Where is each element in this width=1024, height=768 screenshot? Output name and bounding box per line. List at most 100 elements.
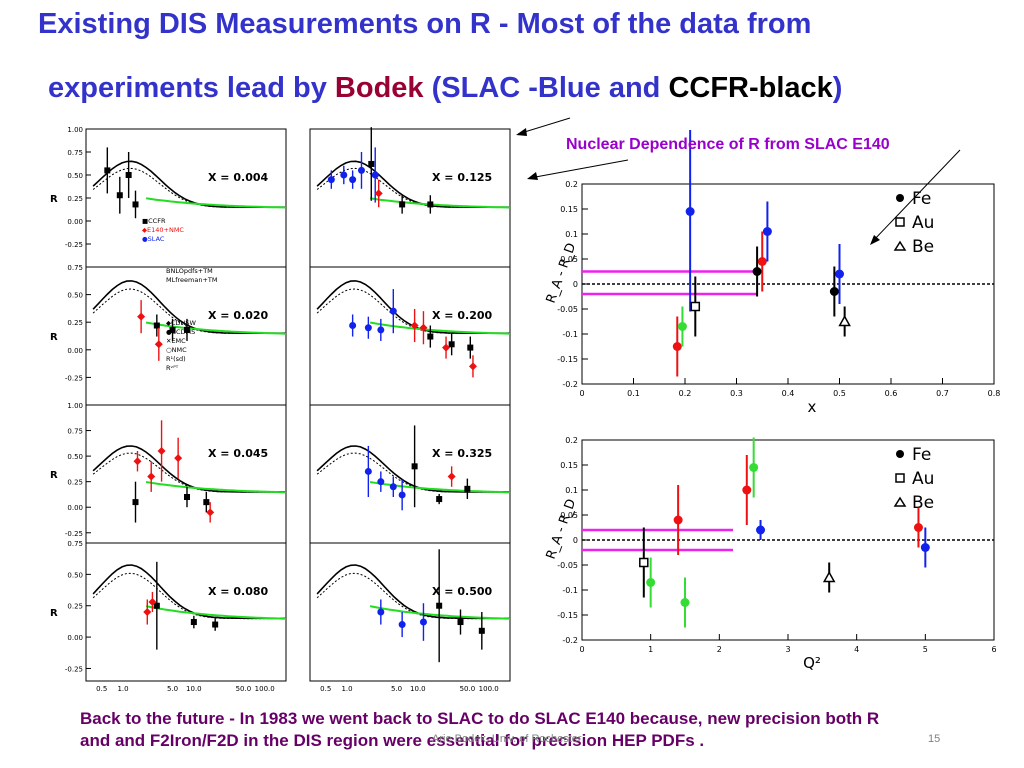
panel-x-value-label: X = 0.080 [208, 585, 268, 598]
r-panel-7: X = 0.325 [309, 404, 511, 544]
data-point-be [822, 570, 836, 583]
y-tick-label: -0.05 [557, 561, 578, 570]
y-tick-label: 0 [573, 536, 578, 545]
arrow-head-3 [870, 235, 880, 245]
x-tick-label: 100.0 [479, 685, 499, 693]
panel-x-value-label: X = 0.500 [432, 585, 492, 598]
x-tick-label: 2 [717, 645, 722, 654]
legend-entry: Rᵛᴾᵀ [166, 364, 179, 372]
data-point-ccfr [478, 627, 485, 634]
data-point-fe [829, 287, 839, 296]
x-tick-label: 0 [579, 645, 584, 654]
data-point-slac [419, 618, 427, 626]
r-panel-5: X = 0.125 [309, 127, 511, 268]
legend-entry: ◆E140+NMC [142, 226, 184, 234]
y-tick-label: 0.15 [560, 205, 578, 214]
title-ccfr: CCFR-black [668, 72, 833, 104]
y-tick-label: 0.2 [565, 180, 578, 189]
data-point-ccfr [436, 602, 443, 609]
y-tick-label: -0.25 [65, 374, 83, 382]
legend-marker-au [895, 217, 905, 227]
y-tick-label: 1.00 [67, 402, 83, 410]
data-point-fe [752, 267, 762, 276]
x-tick-label: 100.0 [255, 685, 275, 693]
author-footer: Arie Bodek, Univ. of Rochester [432, 733, 582, 745]
panel-frame [309, 542, 511, 682]
y-tick-label: 0.05 [560, 255, 578, 264]
data-point-e140 [442, 343, 451, 352]
y-tick-label: 0.75 [67, 540, 83, 548]
legend-entry: ○NMC [166, 346, 187, 354]
data-point-fe [680, 598, 690, 607]
footer-text: Back to the future - In 1983 we went bac… [80, 708, 1020, 752]
x-tick-label: 4 [854, 645, 859, 654]
y-tick-label: 0.15 [560, 461, 578, 470]
data-point-ccfr [132, 499, 139, 506]
data-point-slac [357, 166, 365, 174]
y-axis-label: R [50, 608, 58, 619]
panel-x-value-label: X = 0.004 [208, 171, 268, 184]
theory-curve-green [145, 321, 287, 335]
y-tick-label: 0.25 [67, 195, 83, 203]
data-point-ccfr [399, 201, 406, 208]
theory-curve-green [145, 197, 287, 209]
data-point-fe [835, 269, 844, 279]
data-point-slac [377, 478, 385, 486]
legend-entry: MLfreeman+TM [166, 276, 218, 284]
data-point-slac [349, 176, 357, 184]
y-tick-label: 0.75 [67, 264, 83, 272]
data-point-ccfr [467, 344, 474, 351]
legend-marker-fe [896, 194, 904, 202]
theory-curve-green [145, 605, 287, 620]
data-point-fe [920, 543, 930, 552]
panel-x-value-label: X = 0.045 [208, 447, 268, 460]
legend-entry: ●BCDMS [166, 328, 195, 336]
data-point-ccfr [153, 322, 160, 329]
data-point-e140 [157, 447, 166, 455]
data-point-e140 [143, 608, 152, 616]
x-tick-label: 5.0 [167, 685, 178, 693]
data-point-e140 [133, 457, 142, 466]
theory-curve-green [369, 605, 511, 620]
x-tick-label: 0.5 [96, 685, 107, 693]
x-tick-label: 50.0 [236, 685, 252, 693]
x-tick-label: 50.0 [460, 685, 476, 693]
title-text-a: experiments lead by [48, 72, 335, 104]
footer-line1: Back to the future - In 1983 we went bac… [80, 709, 880, 728]
data-point-e140 [410, 321, 419, 330]
data-point-fe [757, 257, 767, 266]
data-point-ccfr [411, 463, 418, 470]
legend-label-fe: Fe [912, 189, 931, 209]
data-point-ccfr [203, 499, 210, 506]
panel-x-value-label: X = 0.020 [208, 309, 268, 322]
y-tick-label: 0.1 [565, 230, 578, 239]
data-point-ccfr [464, 485, 471, 492]
data-point-slac [377, 608, 385, 616]
data-point-fe [677, 322, 687, 331]
x-tick-label: 0.1 [627, 389, 640, 398]
panel-x-value-label: X = 0.200 [432, 309, 492, 322]
arrow-line-2 [529, 159, 629, 179]
y-tick-label: 0.50 [67, 453, 83, 461]
right-plots: 0.20.150.10.050-0.05-0.1-0.15-0.20 0.1 0.2… [544, 130, 1000, 670]
x-tick-label: 0.6 [885, 389, 898, 398]
left-plots-grid: 1.00 0.75 0.50 0.25 0.00 -0.25 R X = 0.004 ■CCFR… [50, 126, 511, 693]
y-tick-label: 0.50 [67, 571, 83, 579]
x-tick-label: 0 [579, 389, 584, 398]
y-tick-label: 0.25 [67, 479, 83, 487]
legend-entry: ■CCFR [142, 217, 166, 225]
footer-line2: and and F2Iron/F2D in the DIS region wer… [80, 731, 705, 750]
title-text-b: (SLAC -Blue and [423, 72, 669, 104]
data-point-e140 [419, 323, 428, 332]
data-point-fe [685, 207, 695, 216]
data-point-slac [377, 326, 385, 334]
y-tick-label: 0.1 [565, 486, 578, 495]
x-tick-label: 5.0 [391, 685, 402, 693]
data-point-ccfr [169, 326, 176, 333]
legend-marker-au [895, 473, 905, 483]
r-panel-6: X = 0.200 [309, 266, 511, 406]
legend-label-au: Au [912, 469, 934, 489]
data-point-fe [756, 525, 766, 535]
data-point-e140 [374, 189, 383, 198]
